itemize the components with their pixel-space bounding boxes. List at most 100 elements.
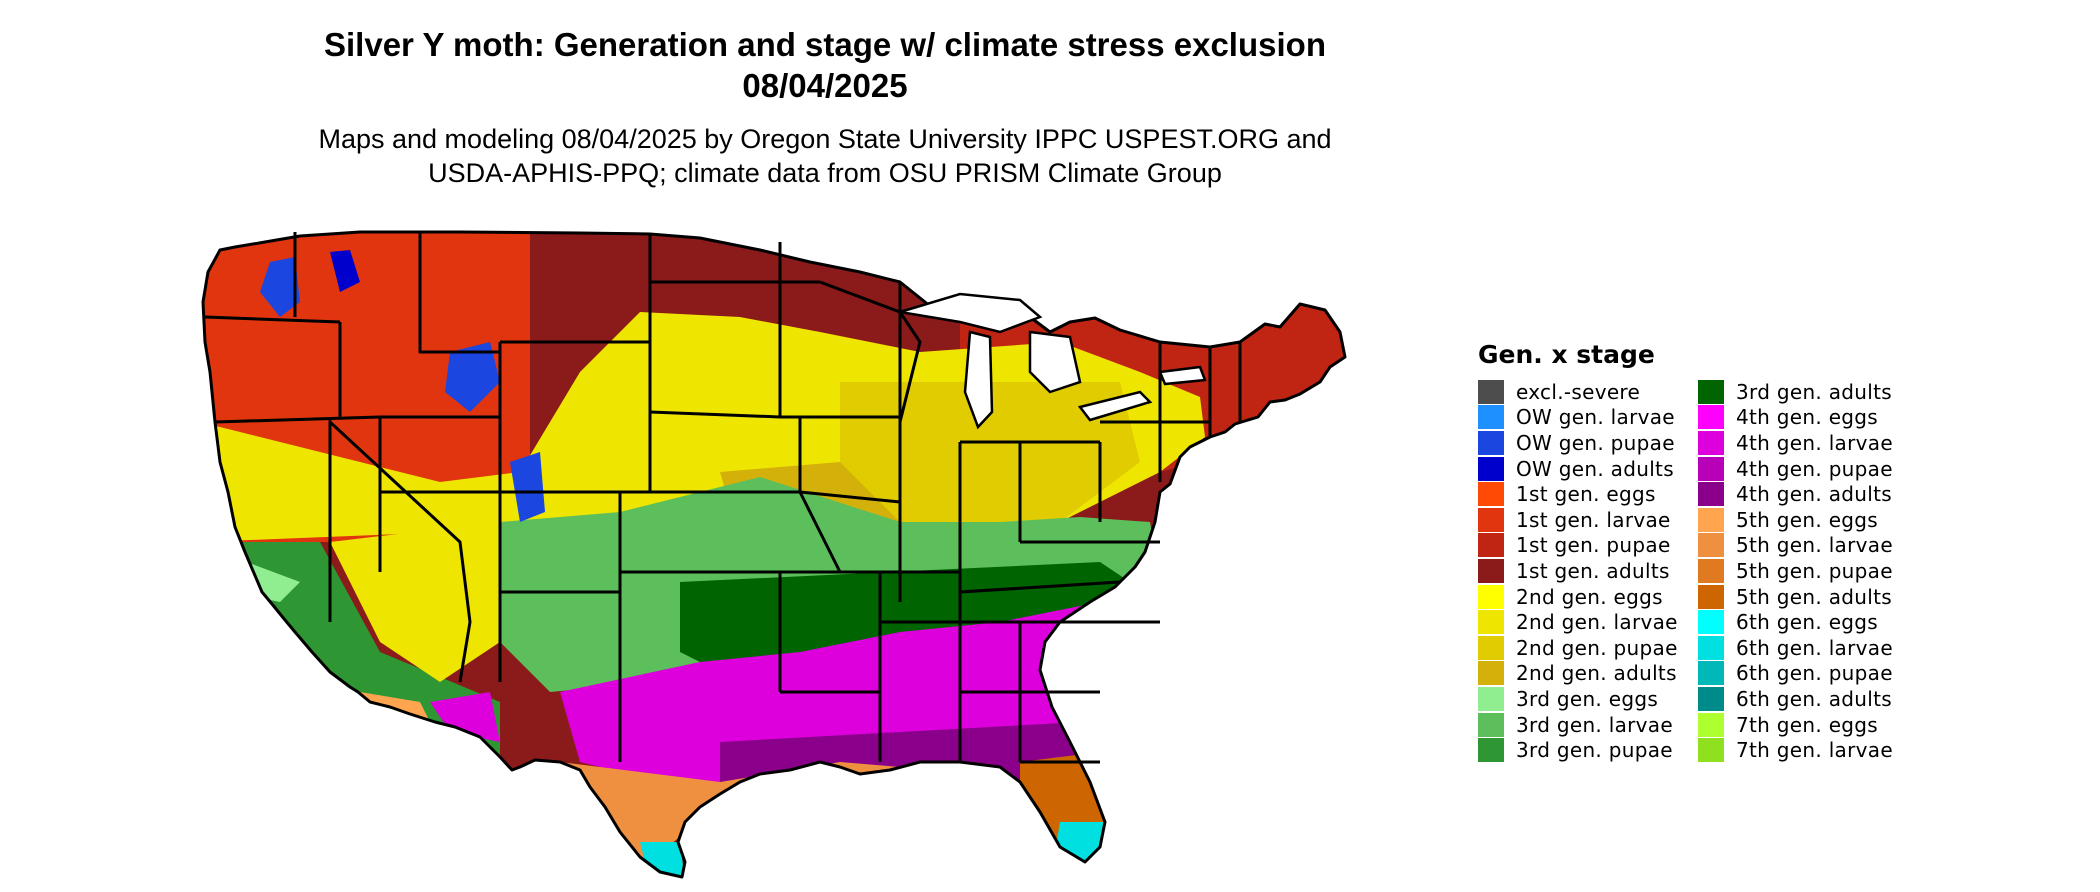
zone-2nd-gen-pupae-midwest bbox=[840, 382, 1140, 542]
zone-ow-gen-pupae-rockies-3 bbox=[510, 452, 545, 522]
legend-swatch bbox=[1698, 661, 1724, 686]
legend-label: 6th gen. eggs bbox=[1736, 610, 1879, 635]
legend-swatch bbox=[1698, 456, 1724, 481]
legend-label: 3rd gen. eggs bbox=[1516, 686, 1659, 711]
legend-columns: excl.-severe OW gen. larvae OW gen. pupae O… bbox=[1478, 379, 1918, 763]
legend-swatch bbox=[1698, 405, 1724, 430]
legend-item: OW gen. pupae bbox=[1478, 430, 1698, 456]
legend-column-right: 3rd gen. adults 4th gen. eggs 4th gen. lar… bbox=[1698, 379, 1918, 763]
legend-item: OW gen. adults bbox=[1478, 456, 1698, 482]
legend-label: 6th gen. pupae bbox=[1736, 661, 1893, 686]
legend-swatch bbox=[1478, 635, 1504, 660]
legend-item: excl.-severe bbox=[1478, 379, 1698, 405]
legend-swatch bbox=[1698, 558, 1724, 583]
legend-item: 2nd gen. eggs bbox=[1478, 584, 1698, 610]
legend-item: 1st gen. eggs bbox=[1478, 481, 1698, 507]
zone-ow-gen-pupae-rockies-2 bbox=[445, 342, 500, 412]
legend-label: 4th gen. larvae bbox=[1736, 430, 1893, 455]
legend-title: Gen. x stage bbox=[1478, 340, 1655, 369]
legend-label: 3rd gen. larvae bbox=[1516, 712, 1673, 737]
legend-swatch bbox=[1698, 686, 1724, 711]
legend-swatch bbox=[1698, 379, 1724, 404]
legend-label: 5th gen. eggs bbox=[1736, 507, 1879, 532]
lake-superior bbox=[899, 292, 1043, 334]
map-title-line-2: 08/04/2025 bbox=[742, 67, 908, 104]
legend-label: 7th gen. larvae bbox=[1736, 738, 1893, 763]
legend-swatch bbox=[1698, 712, 1724, 737]
state-borders bbox=[201, 230, 1347, 879]
legend-swatch bbox=[1698, 482, 1724, 507]
zone-2nd-gen-larvae-southwest bbox=[330, 522, 500, 682]
legend-swatch bbox=[1698, 584, 1724, 609]
legend-swatch bbox=[1698, 610, 1724, 635]
legend-label: 1st gen. pupae bbox=[1516, 533, 1671, 558]
legend-label: 2nd gen. adults bbox=[1516, 661, 1677, 686]
legend-item: 6th gen. adults bbox=[1698, 686, 1918, 712]
legend-swatch bbox=[1478, 405, 1504, 430]
legend-swatch bbox=[1698, 738, 1724, 763]
legend-swatch bbox=[1478, 533, 1504, 558]
legend-item: 3rd gen. adults bbox=[1698, 379, 1918, 405]
stage-color-zones bbox=[203, 232, 1345, 877]
legend-item: 4th gen. eggs bbox=[1698, 405, 1918, 431]
legend-item: 1st gen. adults bbox=[1478, 558, 1698, 584]
legend-swatch bbox=[1478, 686, 1504, 711]
legend-label: 3rd gen. adults bbox=[1736, 379, 1892, 404]
legend-swatch bbox=[1478, 558, 1504, 583]
legend-label: 2nd gen. eggs bbox=[1516, 584, 1663, 609]
legend-item: 6th gen. eggs bbox=[1698, 609, 1918, 635]
zone-4th-gen-larvae-arizona bbox=[430, 692, 500, 742]
legend-swatch bbox=[1478, 712, 1504, 737]
legend-label: 4th gen. adults bbox=[1736, 482, 1892, 507]
lake-ontario bbox=[1158, 365, 1207, 386]
us-generation-stage-map bbox=[201, 230, 1347, 879]
legend-item: 4th gen. larvae bbox=[1698, 430, 1918, 456]
map-title: Silver Y moth: Generation and stage w/ c… bbox=[180, 24, 1470, 106]
legend-swatch bbox=[1478, 482, 1504, 507]
legend-label: 7th gen. eggs bbox=[1736, 712, 1879, 737]
lake-erie bbox=[1077, 390, 1153, 422]
legend-item: 5th gen. larvae bbox=[1698, 533, 1918, 559]
legend-item: 5th gen. pupae bbox=[1698, 558, 1918, 584]
legend-item: 7th gen. eggs bbox=[1698, 712, 1918, 738]
legend-label: 3rd gen. pupae bbox=[1516, 738, 1673, 763]
legend-label: 5th gen. adults bbox=[1736, 584, 1892, 609]
legend-label: 5th gen. pupae bbox=[1736, 558, 1893, 583]
legend-label: 4th gen. pupae bbox=[1736, 456, 1893, 481]
legend-label: 2nd gen. pupae bbox=[1516, 635, 1678, 660]
legend-item: 2nd gen. adults bbox=[1478, 661, 1698, 687]
legend-swatch bbox=[1698, 430, 1724, 455]
legend-item: 5th gen. eggs bbox=[1698, 507, 1918, 533]
legend-swatch bbox=[1478, 738, 1504, 763]
legend-label: 1st gen. larvae bbox=[1516, 507, 1671, 532]
legend-swatch bbox=[1478, 610, 1504, 635]
legend-swatch bbox=[1478, 584, 1504, 609]
legend-item: 4th gen. adults bbox=[1698, 481, 1918, 507]
map-title-line-1: Silver Y moth: Generation and stage w/ c… bbox=[324, 26, 1326, 63]
map-subtitle-line-2: USDA-APHIS-PPQ; climate data from OSU PR… bbox=[428, 158, 1222, 188]
great-lakes bbox=[899, 292, 1207, 430]
legend-item: 6th gen. larvae bbox=[1698, 635, 1918, 661]
legend-item: 4th gen. pupae bbox=[1698, 456, 1918, 482]
map-legend: Gen. x stage excl.-severe OW gen. larvae O… bbox=[1478, 340, 1918, 763]
legend-swatch bbox=[1698, 507, 1724, 532]
legend-swatch bbox=[1478, 507, 1504, 532]
legend-label: OW gen. adults bbox=[1516, 456, 1674, 481]
lake-huron bbox=[1028, 330, 1082, 394]
legend-item: 5th gen. adults bbox=[1698, 584, 1918, 610]
legend-label: OW gen. pupae bbox=[1516, 430, 1675, 455]
map-subtitle-line-1: Maps and modeling 08/04/2025 by Oregon S… bbox=[318, 124, 1332, 154]
legend-swatch bbox=[1478, 456, 1504, 481]
legend-swatch bbox=[1698, 635, 1724, 660]
legend-label: 2nd gen. larvae bbox=[1516, 610, 1678, 635]
legend-item: 1st gen. pupae bbox=[1478, 533, 1698, 559]
legend-swatch bbox=[1478, 430, 1504, 455]
legend-label: 4th gen. eggs bbox=[1736, 405, 1879, 430]
legend-item: 2nd gen. larvae bbox=[1478, 609, 1698, 635]
legend-swatch bbox=[1478, 661, 1504, 686]
legend-item: 3rd gen. larvae bbox=[1478, 712, 1698, 738]
legend-item: OW gen. larvae bbox=[1478, 405, 1698, 431]
legend-swatch bbox=[1478, 379, 1504, 404]
legend-item: 6th gen. pupae bbox=[1698, 661, 1918, 687]
legend-label: 1st gen. eggs bbox=[1516, 482, 1656, 507]
